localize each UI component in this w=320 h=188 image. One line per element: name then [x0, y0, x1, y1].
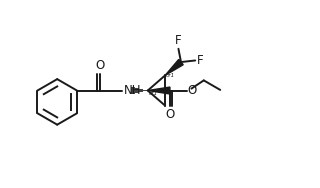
Text: NH: NH	[124, 84, 141, 97]
Text: O: O	[165, 108, 174, 121]
Text: O: O	[188, 84, 197, 97]
Text: or1: or1	[149, 91, 158, 96]
Text: F: F	[175, 34, 182, 47]
Text: or1: or1	[166, 73, 175, 78]
Polygon shape	[165, 59, 183, 75]
Text: F: F	[197, 54, 204, 67]
Polygon shape	[148, 87, 170, 94]
Text: O: O	[95, 59, 104, 72]
